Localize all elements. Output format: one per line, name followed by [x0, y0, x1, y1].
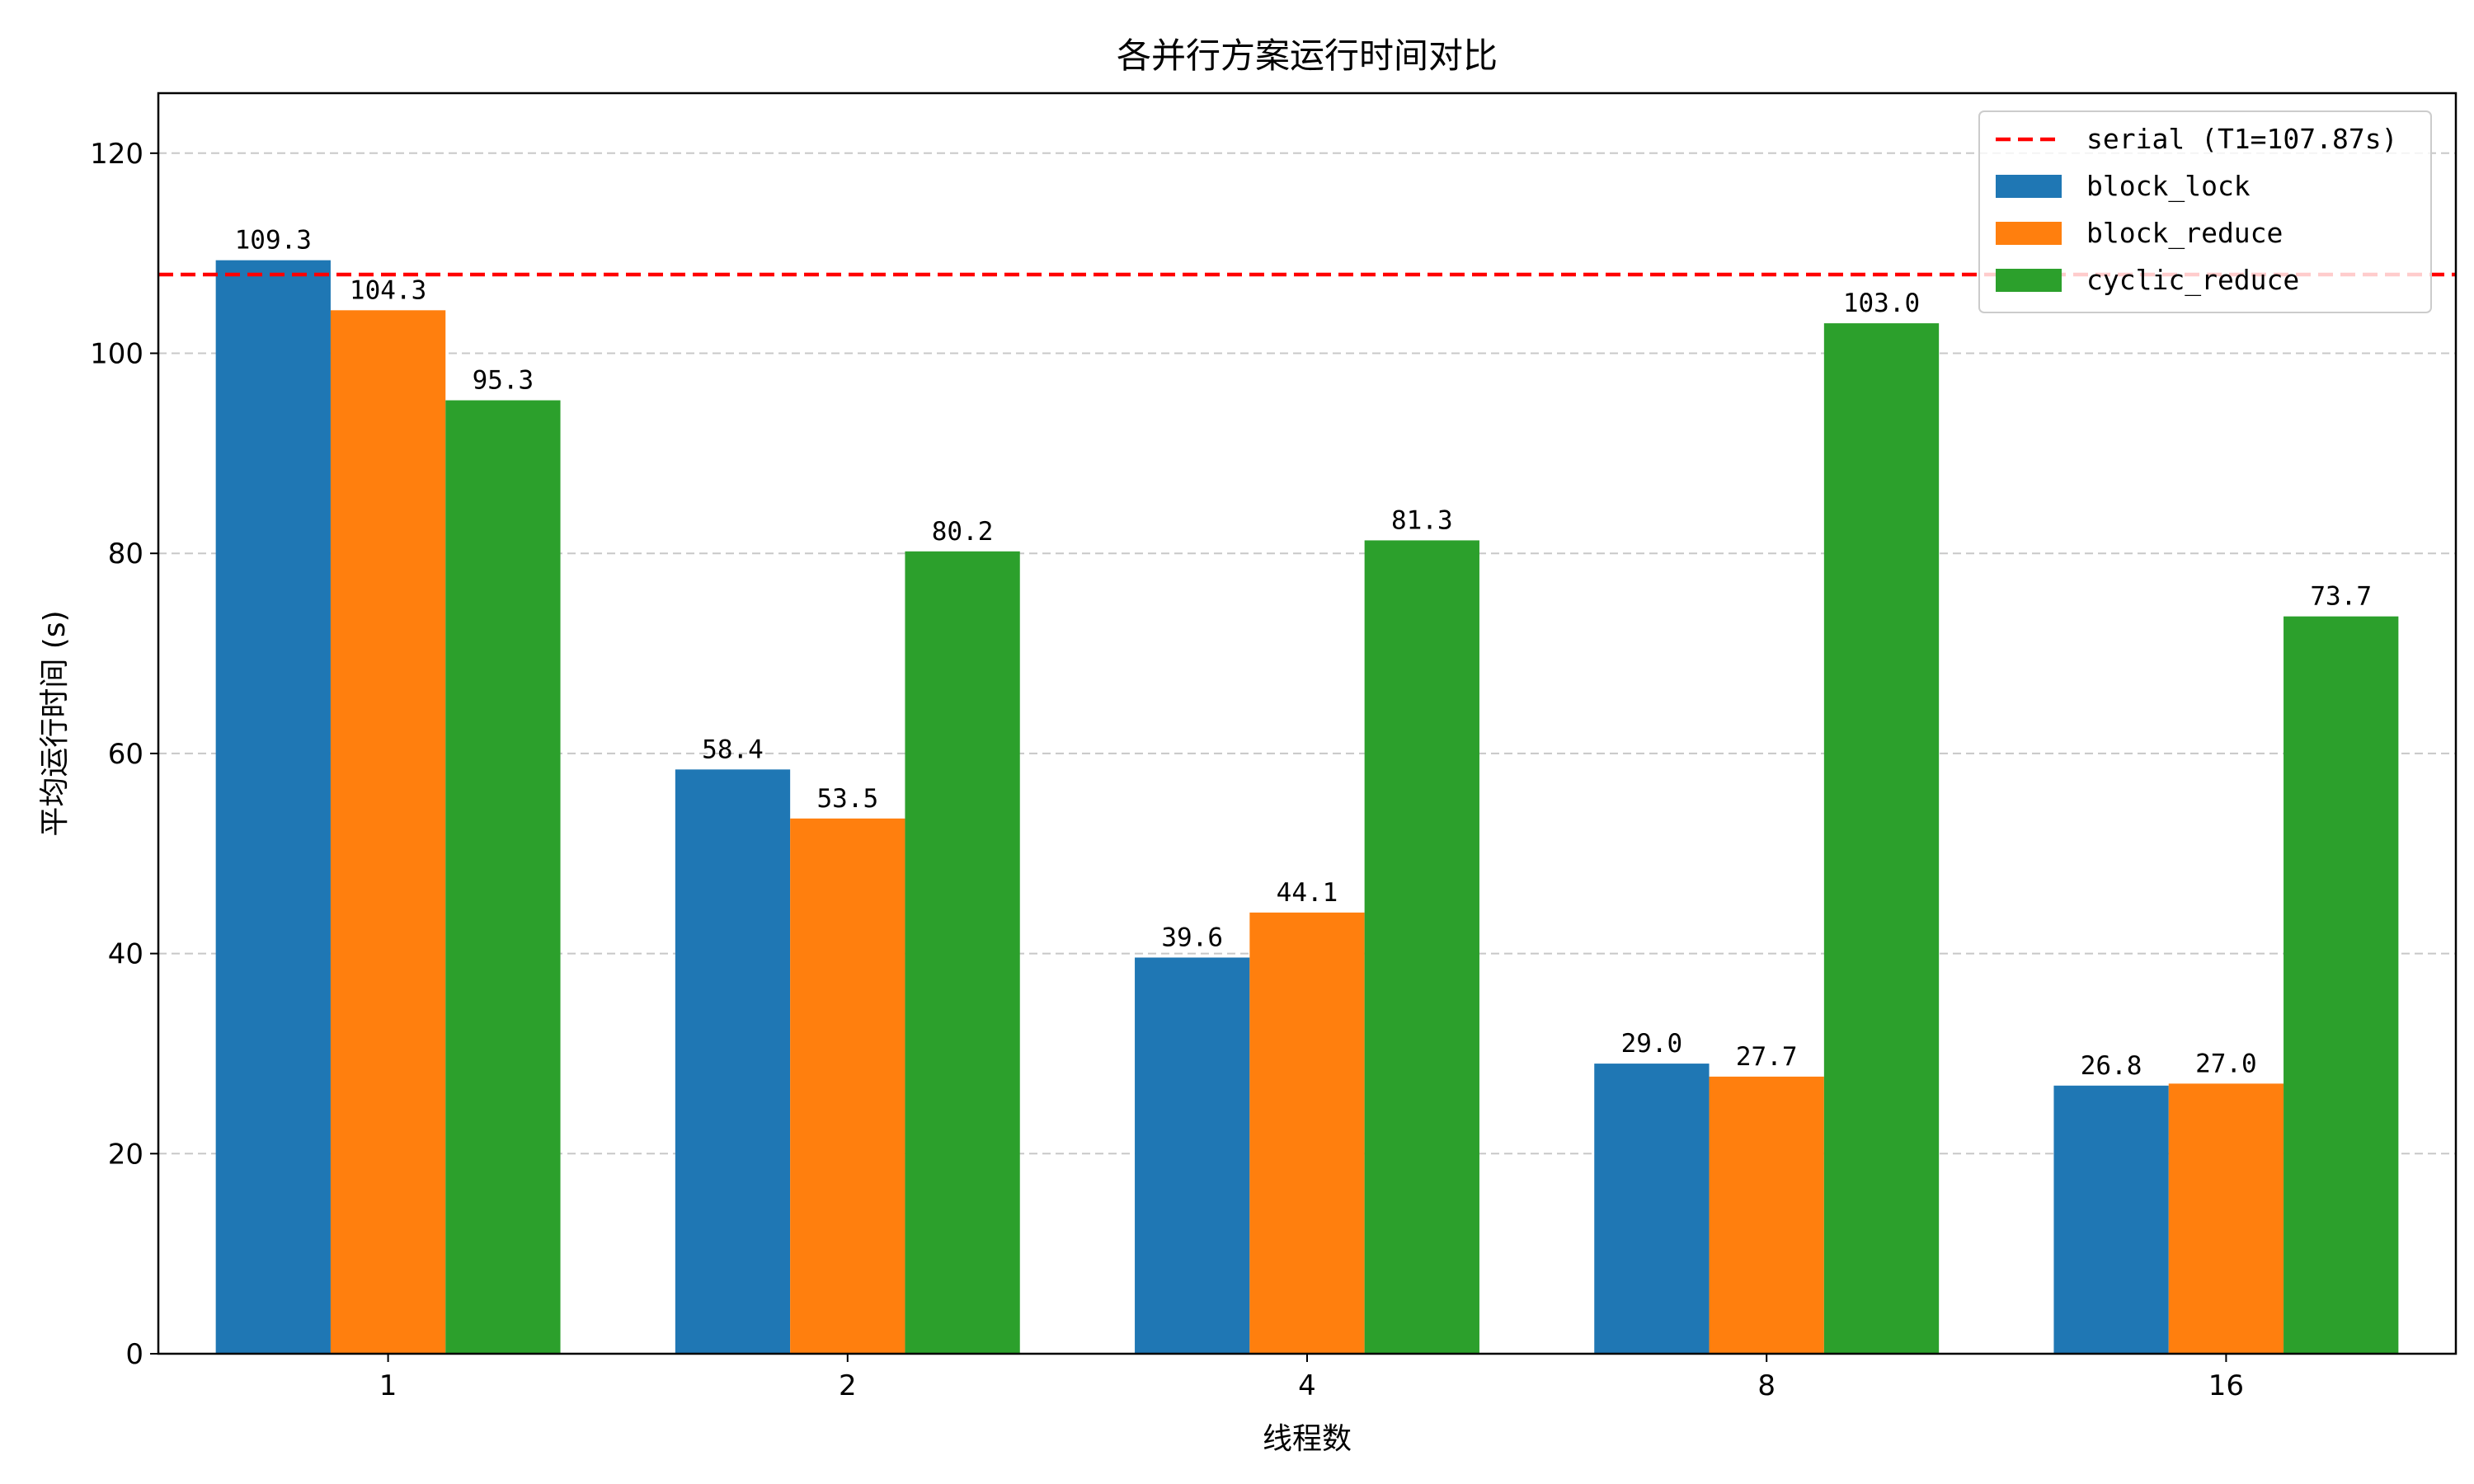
bar-cyclic_reduce-1 — [445, 400, 561, 1355]
bar-label: 104.3 — [350, 275, 426, 305]
bar-label: 39.6 — [1161, 923, 1223, 952]
y-axis-label: 平均运行时间 (s) — [38, 610, 72, 836]
x-tick-label: 4 — [1298, 1369, 1316, 1402]
bar-labels: 109.3 104.3 95.3 58.4 53.5 80.2 39.6 44.1 81.3 29… — [235, 226, 2372, 1081]
bar-label: 53.5 — [816, 784, 878, 814]
y-tick-label: 40 — [108, 938, 143, 971]
y-tick-label: 20 — [108, 1138, 143, 1171]
legend-label: block_lock — [2086, 170, 2251, 203]
chart-title: 各并行方案运行时间对比 — [1117, 35, 1498, 76]
bar-block_reduce-4 — [1249, 912, 1365, 1354]
bar-label: 27.0 — [2195, 1049, 2257, 1078]
y-tick-label: 60 — [108, 738, 143, 771]
bar-label: 27.7 — [1736, 1042, 1798, 1072]
legend-label: cyclic_reduce — [2086, 264, 2299, 297]
bar-block_lock-8 — [1594, 1064, 1710, 1354]
bar-cyclic_reduce-8 — [1823, 323, 1940, 1355]
x-axis: 1 2 4 8 16 — [379, 1354, 2244, 1402]
legend: serial (T1=107.87s) block_lock block_reduc… — [1978, 110, 2432, 313]
y-axis: 0 20 40 60 80 100 120 — [90, 138, 158, 1371]
x-tick-label: 16 — [2208, 1369, 2244, 1402]
bar-block_lock-2 — [675, 769, 791, 1354]
bar-label: 58.4 — [702, 735, 764, 764]
bar-label: 95.3 — [473, 366, 534, 396]
y-tick-label: 120 — [90, 138, 143, 171]
bar-block_reduce-16 — [2168, 1083, 2284, 1354]
x-tick-label: 1 — [379, 1369, 397, 1402]
legend-box — [1978, 110, 2432, 313]
bar-block_reduce-1 — [330, 310, 446, 1355]
bar-label: 103.0 — [1843, 289, 1920, 318]
y-tick-label: 0 — [125, 1338, 143, 1371]
x-axis-label: 线程数 — [1263, 1422, 1352, 1456]
bar-cyclic_reduce-4 — [1364, 540, 1479, 1354]
bar-block_reduce-8 — [1709, 1076, 1824, 1354]
legend-swatch-block_lock — [1996, 175, 2062, 198]
x-tick-label: 2 — [839, 1369, 857, 1402]
legend-label: block_reduce — [2086, 217, 2283, 250]
bar-label: 73.7 — [2310, 582, 2372, 612]
bars — [215, 260, 2399, 1355]
bar-label: 81.3 — [1391, 505, 1453, 535]
y-tick-label: 100 — [90, 338, 143, 371]
bar-label: 109.3 — [235, 226, 312, 256]
bar-block_lock-16 — [2053, 1085, 2169, 1354]
bar-cyclic_reduce-2 — [905, 551, 1020, 1354]
bar-cyclic_reduce-16 — [2284, 616, 2399, 1354]
bar-label: 80.2 — [932, 517, 994, 547]
x-tick-label: 8 — [1757, 1369, 1776, 1402]
legend-label: serial (T1=107.87s) — [2086, 123, 2398, 155]
bar-label: 29.0 — [1621, 1029, 1683, 1059]
bar-label: 26.8 — [2081, 1051, 2142, 1081]
bar-label: 44.1 — [1277, 878, 1338, 908]
bar-block_lock-4 — [1135, 957, 1250, 1354]
bar-block_reduce-2 — [790, 818, 905, 1354]
legend-swatch-cyclic_reduce — [1996, 269, 2062, 292]
y-tick-label: 80 — [108, 538, 143, 571]
bar-block_lock-1 — [215, 260, 331, 1354]
legend-swatch-block_reduce — [1996, 222, 2062, 245]
